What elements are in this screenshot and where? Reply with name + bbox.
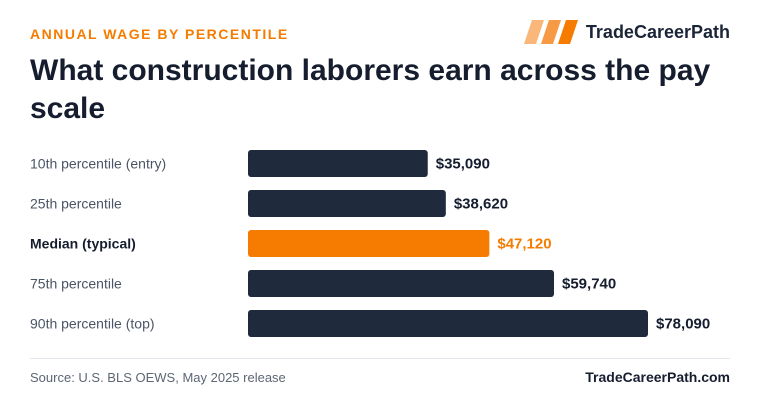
value-label-median-typical: $47,120 bbox=[497, 236, 551, 253]
value-label-25th-percentile: $38,620 bbox=[454, 196, 508, 213]
bar-chart: 10th percentile (entry) $35,090 25th perce… bbox=[0, 140, 760, 350]
bar-25th-percentile bbox=[248, 190, 446, 217]
category-label-25th-percentile: 25th percentile bbox=[30, 196, 122, 212]
stripes-logo-icon bbox=[523, 20, 578, 44]
brand-name: TradeCareerPath bbox=[585, 21, 730, 42]
category-label-10th-percentile-entry: 10th percentile (entry) bbox=[30, 156, 166, 172]
category-label-median-typical: Median (typical) bbox=[30, 236, 136, 252]
bar-90th-percentile-top bbox=[248, 310, 648, 337]
footer-divider bbox=[30, 358, 730, 359]
chart-title: What construction laborers earn across t… bbox=[30, 54, 711, 125]
bar-median-typical bbox=[248, 230, 490, 257]
value-label-10th-percentile-entry: $35,090 bbox=[436, 156, 490, 173]
value-label-75th-percentile: $59,740 bbox=[562, 276, 616, 293]
value-label-90th-percentile-top: $78,090 bbox=[656, 316, 710, 333]
site-url: TradeCareerPath.com bbox=[585, 369, 730, 385]
category-label-75th-percentile: 75th percentile bbox=[30, 276, 122, 292]
chart-eyebrow: ANNUAL WAGE BY PERCENTILE bbox=[30, 26, 289, 42]
bar-chart-svg: 10th percentile (entry) $35,090 25th perce… bbox=[30, 150, 710, 337]
source-note: Source: U.S. BLS OEWS, May 2025 release bbox=[30, 370, 286, 385]
brand: TradeCareerPath bbox=[523, 20, 730, 44]
bar-75th-percentile bbox=[248, 270, 555, 297]
bar-10th-percentile-entry bbox=[248, 150, 428, 177]
category-label-90th-percentile-top: 90th percentile (top) bbox=[30, 316, 155, 332]
